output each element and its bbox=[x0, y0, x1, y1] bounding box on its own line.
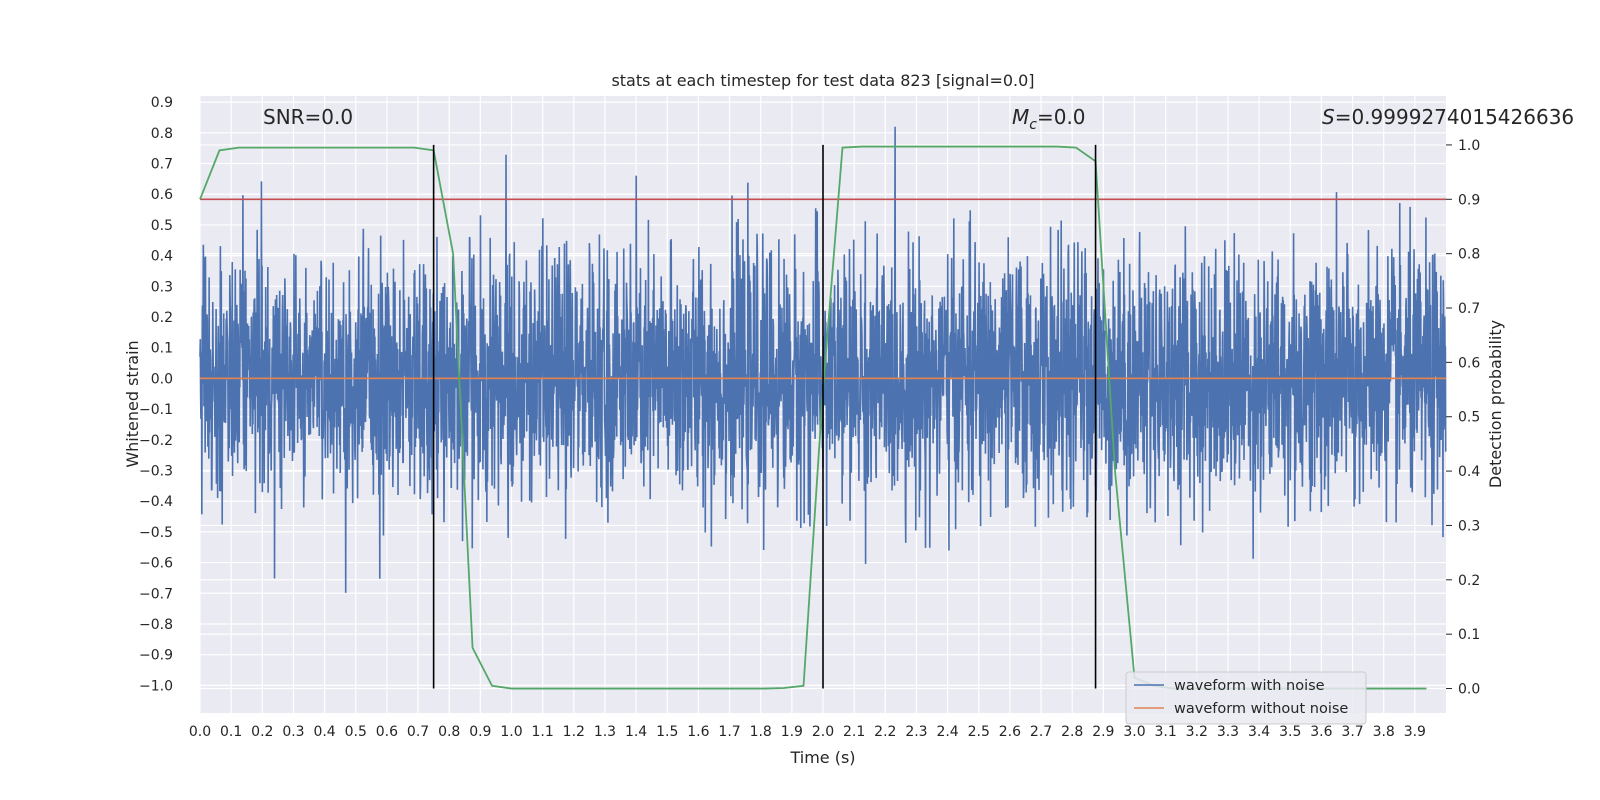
y-tick-label-left: −0.1 bbox=[139, 402, 173, 418]
y-tick-label-right: 0.2 bbox=[1458, 573, 1480, 589]
x-tick-label: 1.2 bbox=[563, 724, 585, 740]
y-tick-label-left: 0.1 bbox=[151, 341, 173, 357]
x-tick-label: 1.8 bbox=[750, 724, 772, 740]
y-tick-label-right: 0.6 bbox=[1458, 355, 1480, 371]
x-tick-label: 3.6 bbox=[1310, 724, 1332, 740]
y-axis-label-left: Whitened strain bbox=[123, 340, 142, 467]
mc-annotation: Mc=0.0 bbox=[1012, 105, 1086, 133]
y-tick-label-right: 0.4 bbox=[1458, 464, 1480, 480]
x-tick-label: 3.3 bbox=[1217, 724, 1239, 740]
y-tick-label-left: 0.4 bbox=[151, 249, 173, 265]
snr-annotation: SNR=0.0 bbox=[263, 105, 353, 129]
x-tick-label: 0.8 bbox=[438, 724, 460, 740]
y-tick-label-left: −0.3 bbox=[139, 463, 173, 479]
x-tick-label: 2.8 bbox=[1061, 724, 1083, 740]
x-tick-label: 3.8 bbox=[1373, 724, 1395, 740]
x-tick-label: 1.9 bbox=[781, 724, 803, 740]
x-tick-label: 2.0 bbox=[812, 724, 834, 740]
y-tick-label-right: 0.8 bbox=[1458, 247, 1480, 263]
x-tick-label: 3.1 bbox=[1155, 724, 1177, 740]
y-tick-label-left: 0.5 bbox=[151, 218, 173, 234]
y-axis-right: 1.0 0.9 0.8 0.7 0.6 0.5 0.4 0.3 0.2 0.1 0.0 bbox=[1446, 138, 1480, 698]
mc-subscript: c bbox=[1029, 117, 1037, 133]
x-tick-label: 2.2 bbox=[874, 724, 896, 740]
y-tick-label-left: −0.4 bbox=[139, 494, 173, 510]
x-tick-label: 0.6 bbox=[376, 724, 398, 740]
x-tick-label: 1.1 bbox=[532, 724, 554, 740]
x-tick-label: 2.3 bbox=[905, 724, 927, 740]
x-tick-label: 3.4 bbox=[1248, 724, 1270, 740]
y-tick-label-left: −0.5 bbox=[139, 525, 173, 541]
y-tick-label-left: 0.9 bbox=[151, 95, 173, 111]
y-tick-label-left: 0.8 bbox=[151, 126, 173, 142]
y-tick-label-right: 1.0 bbox=[1458, 138, 1480, 154]
s-annotation: S=0.9999274015426636 bbox=[1322, 105, 1574, 129]
y-tick-label-left: −0.8 bbox=[139, 617, 173, 633]
x-tick-label: 0.7 bbox=[407, 724, 429, 740]
legend-label-noise: waveform with noise bbox=[1174, 678, 1325, 694]
x-tick-label: 2.4 bbox=[936, 724, 958, 740]
x-tick-label: 0.2 bbox=[251, 724, 273, 740]
y-tick-label-right: 0.1 bbox=[1458, 627, 1480, 643]
x-tick-label: 3.0 bbox=[1123, 724, 1145, 740]
y-tick-label-right: 0.9 bbox=[1458, 192, 1480, 208]
mc-symbol: M bbox=[1012, 105, 1029, 129]
x-tick-label: 1.7 bbox=[718, 724, 740, 740]
x-tick-label: 0.5 bbox=[345, 724, 367, 740]
y-tick-label-left: 0.2 bbox=[151, 310, 173, 326]
x-tick-label: 3.5 bbox=[1279, 724, 1301, 740]
y-tick-label-left: −0.9 bbox=[139, 648, 173, 664]
x-tick-label: 0.1 bbox=[220, 724, 242, 740]
y-tick-label-left: 0.6 bbox=[151, 187, 173, 203]
x-tick-label: 2.9 bbox=[1092, 724, 1114, 740]
x-axis: 0.0 0.1 0.2 0.3 0.4 0.5 0.6 0.7 0.8 0.9 1.0 1.1 1.2 1… bbox=[189, 724, 1426, 740]
y-tick-label-left: −0.7 bbox=[139, 586, 173, 602]
x-tick-label: 1.4 bbox=[625, 724, 647, 740]
y-tick-label-left: 0.3 bbox=[151, 279, 173, 295]
y-axis-left: 0.9 0.8 0.7 0.6 0.5 0.4 0.3 0.2 0.1 0.0 −0.1 −0.2 −0… bbox=[139, 95, 173, 694]
y-tick-label-left: 0.7 bbox=[151, 157, 173, 173]
x-tick-label: 3.2 bbox=[1186, 724, 1208, 740]
legend-label-clean: waveform without noise bbox=[1174, 701, 1348, 717]
legend-box bbox=[1125, 671, 1367, 725]
x-tick-label: 1.3 bbox=[594, 724, 616, 740]
x-tick-label: 3.9 bbox=[1404, 724, 1426, 740]
x-tick-label: 2.7 bbox=[1030, 724, 1052, 740]
x-tick-label: 0.4 bbox=[313, 724, 335, 740]
x-tick-label: 2.6 bbox=[999, 724, 1021, 740]
y-tick-label-right: 0.3 bbox=[1458, 518, 1480, 534]
x-tick-label: 1.6 bbox=[687, 724, 709, 740]
y-tick-label-left: 0.0 bbox=[151, 371, 173, 387]
x-axis-label: Time (s) bbox=[789, 748, 855, 767]
y-axis-label-right: Detection probability bbox=[1486, 320, 1505, 488]
y-tick-label-left: −0.6 bbox=[139, 556, 173, 572]
x-tick-label: 0.9 bbox=[469, 724, 491, 740]
chart-title: stats at each timestep for test data 823… bbox=[611, 71, 1034, 90]
legend: waveform with noise waveform without noi… bbox=[1125, 671, 1367, 725]
s-symbol: S bbox=[1322, 105, 1335, 129]
y-tick-label-right: 0.5 bbox=[1458, 410, 1480, 426]
mc-value: =0.0 bbox=[1037, 105, 1086, 129]
x-tick-label: 0.0 bbox=[189, 724, 211, 740]
x-tick-label: 2.5 bbox=[968, 724, 990, 740]
s-value: =0.9999274015426636 bbox=[1335, 105, 1574, 129]
x-tick-label: 1.5 bbox=[656, 724, 678, 740]
x-tick-label: 2.1 bbox=[843, 724, 865, 740]
y-tick-label-left: −1.0 bbox=[139, 678, 173, 694]
y-tick-label-right: 0.7 bbox=[1458, 301, 1480, 317]
x-tick-label: 3.7 bbox=[1341, 724, 1363, 740]
x-tick-label: 0.3 bbox=[282, 724, 304, 740]
y-tick-label-left: −0.2 bbox=[139, 433, 173, 449]
y-tick-label-right: 0.0 bbox=[1458, 682, 1480, 698]
x-tick-label: 1.0 bbox=[500, 724, 522, 740]
